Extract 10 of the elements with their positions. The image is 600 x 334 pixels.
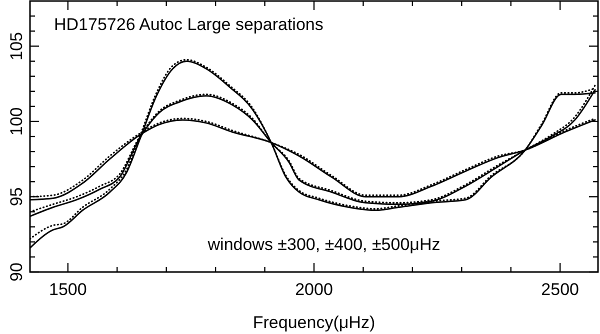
x-tick-label: 2000 bbox=[295, 280, 333, 299]
y-tick-label: 95 bbox=[7, 187, 26, 206]
x-tick-label: 1500 bbox=[48, 280, 87, 299]
y-tick-label: 100 bbox=[7, 107, 26, 136]
annotation: windows ±300, ±400, ±500μHz bbox=[206, 235, 440, 254]
y-tick-label: 105 bbox=[7, 32, 26, 60]
x-tick-label: 2500 bbox=[541, 280, 580, 299]
x-axis-title: Frequency(μHz) bbox=[252, 313, 376, 332]
text: HD175726 Autoc Large separations bbox=[54, 15, 324, 34]
y-tick-label: 90 bbox=[7, 262, 26, 282]
